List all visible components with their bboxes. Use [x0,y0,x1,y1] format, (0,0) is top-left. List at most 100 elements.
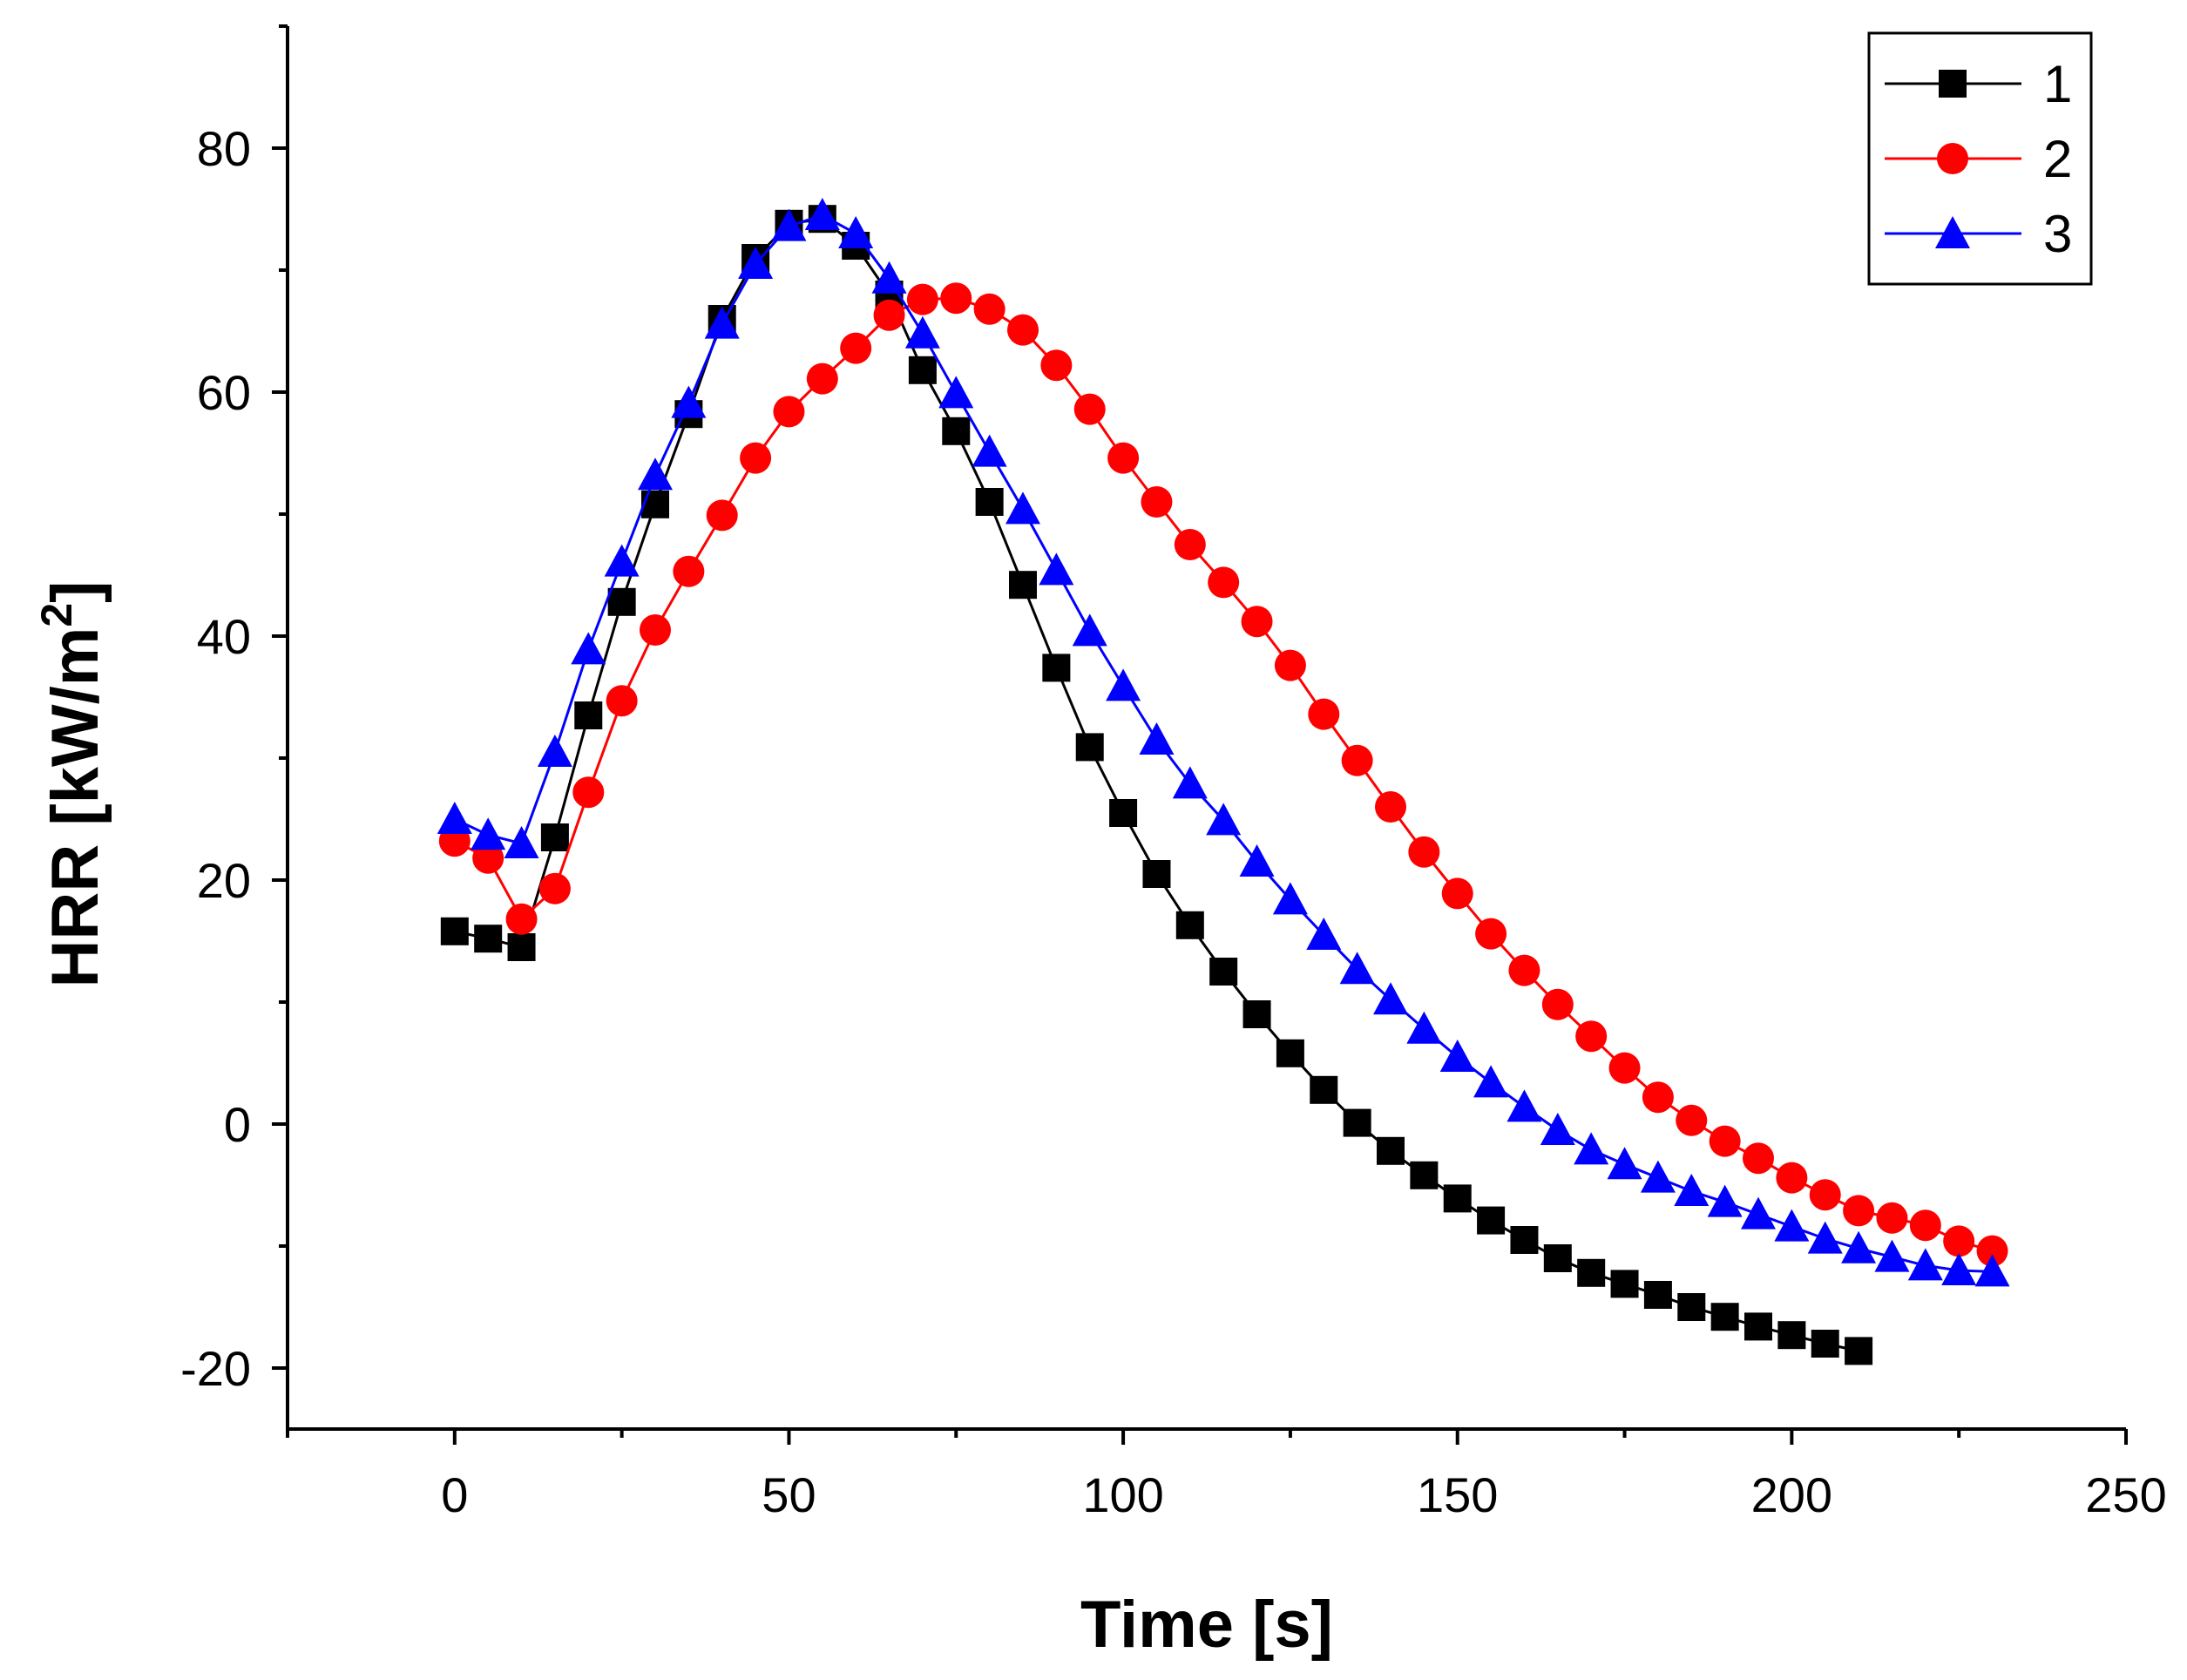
series-3-point [1439,1040,1475,1072]
series-3-point [704,306,740,339]
series-1-point [1777,1321,1806,1350]
y-axis-title-main: HRR [kW/m [38,627,112,988]
series-3-point [838,216,874,248]
series-2-point [1709,1125,1741,1157]
series-3-point [1473,1065,1509,1098]
series-3-point [537,735,572,767]
series-1-point [1577,1258,1606,1287]
y-axis-title: HRR [kW/m2] [32,581,112,988]
series-2-point [1909,1209,1941,1242]
series-2-point [740,442,772,474]
series-2-point [1408,836,1440,868]
series-2-point [1475,918,1507,950]
series-2-point [572,776,605,809]
series-1-point [942,417,971,445]
series-1-point [1845,1337,1873,1365]
series-3-point [1406,1011,1442,1044]
y-axis-title-close: ] [38,581,112,603]
legend-marker [1939,70,1967,98]
series-3-point [604,544,640,577]
series-3-point [1239,844,1275,877]
legend-marker [1935,216,1970,248]
series-1-point [1744,1312,1772,1341]
series-2-point [1508,954,1540,986]
series-2-point [1141,486,1173,518]
series-2-point [773,396,805,428]
legend-item-1: 1 [1885,55,2072,113]
series-3 [437,198,2010,1287]
series-2-point [1274,649,1306,681]
series-3-point [1139,722,1175,755]
series-1-point [540,823,569,851]
series-3-point [1540,1113,1575,1145]
series-2-point [673,555,705,587]
axes: 0 50 100 150 200 250 -20 0 20 40 60 80 [180,24,2167,1522]
series-2-point [906,283,938,315]
series-2-point [1642,1081,1674,1114]
series-3-point [1841,1230,1877,1263]
series-3-point [1005,491,1040,525]
series-1-point [1343,1108,1371,1137]
series-1-point [474,925,503,953]
series-3-point [738,247,774,279]
series-3-point [437,802,472,834]
series-2-point [973,293,1005,325]
series-2-point [1608,1052,1641,1084]
x-tick-label: 250 [2085,1467,2166,1522]
x-axis-title: Time [s] [1080,1588,1333,1662]
series-3-point [1206,803,1242,836]
x-tick-label: 50 [762,1467,816,1522]
series-1-point [440,917,469,945]
y-tick-label: -20 [180,1341,251,1396]
series-2-point [538,872,571,904]
series-2-point [1073,393,1106,425]
series-3-point [1072,613,1107,647]
series-3-point [1507,1089,1542,1122]
series-3-point [1272,882,1308,915]
series-2-line [454,296,1993,1253]
series-3-point [1339,952,1375,985]
series-2 [438,282,2008,1267]
series-1-point [1643,1281,1672,1309]
series-1-point [1009,571,1037,600]
series-3-point [804,198,840,230]
series-3-point [1807,1221,1843,1254]
series-3-point [504,826,539,858]
series-layer [437,198,2010,1365]
legend-label: 2 [2043,130,2072,188]
series-2-point [873,299,905,331]
series-3-point [1741,1196,1776,1230]
series-3-point [1774,1209,1810,1242]
series-1-point [641,490,669,518]
series-2-point [1441,877,1473,910]
x-tick-label: 100 [1082,1467,1163,1522]
series-1-point [1443,1184,1472,1213]
series-2-point [1208,566,1240,599]
series-3-point [904,315,940,349]
series-3-point [1907,1248,1943,1281]
series-1-point [1377,1136,1405,1165]
series-3-point [1640,1160,1676,1193]
series-2-point [1375,791,1406,823]
y-tick-label: 60 [197,365,251,420]
series-1-point [1276,1039,1304,1067]
y-tick-label: 40 [197,609,251,664]
series-1 [440,205,1873,1365]
series-3-point [1674,1174,1710,1206]
legend-label: 1 [2043,55,2072,113]
x-tick-label: 0 [441,1467,468,1522]
series-3-point [1106,668,1141,701]
series-2-point [1776,1162,1808,1194]
series-1-point [607,587,636,616]
series-2-point [472,842,504,874]
series-2-point [706,499,738,532]
series-2-point [1241,606,1273,638]
x-tick-label: 200 [1751,1467,1832,1522]
y-tick-label: 0 [224,1097,251,1152]
series-2-point [1676,1104,1708,1136]
series-1-point [1209,958,1238,986]
series-2-point [1174,529,1206,560]
series-1-point [1610,1270,1639,1298]
series-2-point [1743,1142,1774,1175]
series-2-point [606,685,638,717]
